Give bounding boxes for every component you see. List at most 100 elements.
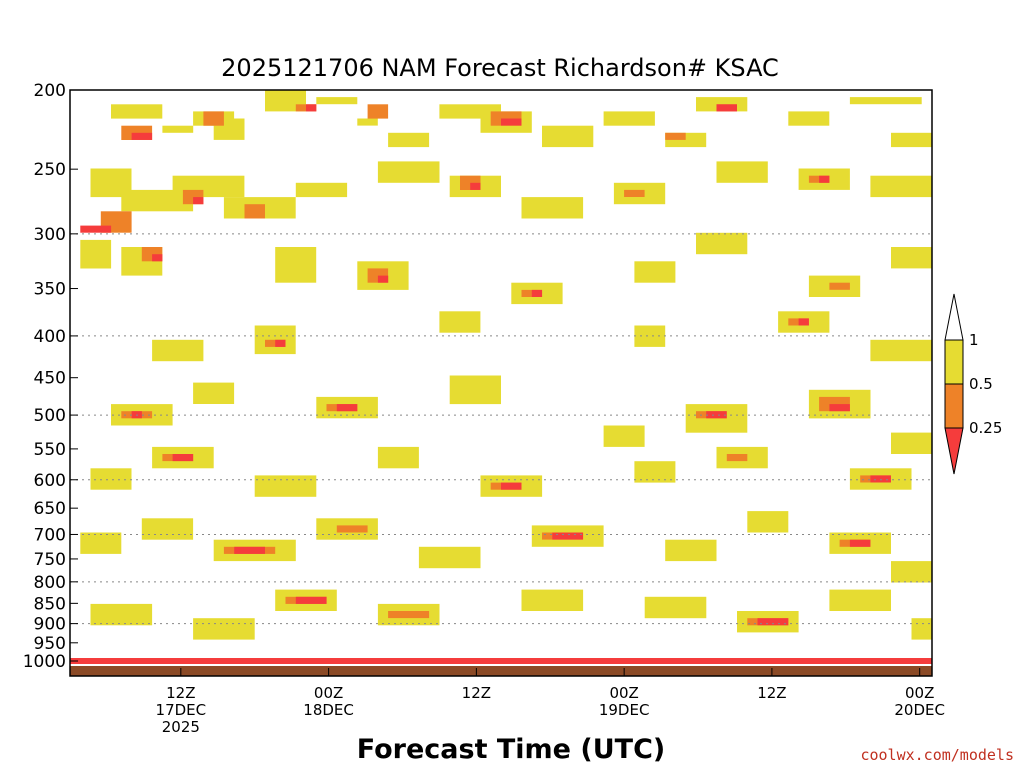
ri-cell — [829, 589, 891, 611]
x-tick-label: 12Z — [462, 684, 491, 702]
ri-cell — [542, 125, 594, 148]
ri-cell — [501, 482, 522, 490]
ri-cell — [829, 404, 850, 412]
ri-cell — [306, 104, 317, 112]
ri-cell — [552, 532, 584, 540]
richardson-cells — [70, 90, 932, 664]
ri-cell — [665, 539, 717, 562]
ri-cell — [193, 197, 204, 205]
ri-cell — [521, 289, 542, 297]
y-tick-label: 900 — [34, 615, 66, 635]
ri-cell — [234, 546, 265, 554]
ri-cell — [275, 339, 286, 347]
ri-cell — [80, 225, 112, 233]
ri-cell — [193, 618, 255, 640]
ri-cell — [726, 454, 748, 462]
ri-cell — [634, 325, 666, 347]
x-tick-label: 00Z — [609, 684, 638, 702]
ri-cell — [141, 518, 194, 540]
ri-cell — [470, 182, 481, 190]
ri-cell — [891, 247, 932, 269]
ri-cell — [829, 282, 850, 290]
ri-cell — [716, 104, 737, 112]
colorbar-tick-label: 0.25 — [969, 419, 1002, 437]
ri-cell — [418, 546, 481, 569]
ri-cell — [521, 197, 584, 219]
ri-cell — [254, 475, 317, 497]
ri-cell — [870, 175, 932, 198]
x-axis-label: Forecast Time (UTC) — [357, 734, 665, 765]
ri-cell — [80, 532, 122, 554]
ri-cell — [665, 132, 686, 140]
ri-cell — [70, 658, 932, 664]
ri-cell — [747, 511, 789, 533]
ri-cell — [788, 111, 830, 126]
ri-cell — [521, 589, 584, 611]
y-tick-label: 1000 — [23, 652, 66, 672]
ri-cell — [90, 603, 153, 626]
ri-cell — [80, 239, 112, 269]
ri-cell — [316, 97, 358, 105]
y-tick-label: 850 — [34, 594, 66, 614]
ri-cell — [634, 261, 676, 283]
ri-cell — [377, 446, 419, 469]
ri-cell — [388, 132, 430, 148]
ri-cell — [501, 118, 522, 126]
chart-title: 2025121706 NAM Forecast Richardson# KSAC — [221, 54, 779, 82]
ri-cell — [193, 382, 235, 404]
ri-cell — [295, 596, 327, 604]
ground-strip — [70, 666, 932, 676]
ri-cell — [90, 468, 132, 490]
ri-cell — [706, 411, 727, 419]
ri-cell — [798, 318, 809, 326]
y-axis: 200 250 300 350 400 450 500 550 600 650 700 750 8008… — [23, 81, 78, 672]
x-tick-label: 00Z — [905, 684, 934, 702]
colorbar: 1 0.5 0.25 — [944, 293, 1002, 475]
ri-cell — [439, 311, 481, 333]
y-tick-label: 650 — [34, 499, 66, 519]
y-tick-label: 250 — [34, 160, 66, 180]
ri-cell — [870, 475, 891, 483]
y-tick-label: 950 — [34, 634, 66, 654]
plot-area — [69, 89, 933, 677]
colorbar-tick-label: 1 — [969, 331, 979, 349]
x-tick-label: 18DEC — [303, 701, 354, 719]
ri-cell — [644, 596, 707, 619]
ri-cell — [449, 375, 501, 405]
ri-cell — [891, 561, 932, 583]
ri-cell — [336, 525, 368, 533]
y-tick-label: 600 — [34, 471, 66, 491]
y-tick-label: 350 — [34, 280, 66, 300]
y-tick-label: 300 — [34, 225, 66, 245]
ri-cell — [819, 175, 830, 183]
x-tick-label: 20DEC — [894, 701, 945, 719]
x-tick-label: 17DEC — [156, 701, 207, 719]
x-tick-label: 12Z — [166, 684, 195, 702]
ri-cell — [162, 125, 194, 133]
x-tick-label: 12Z — [757, 684, 786, 702]
ri-cell — [634, 461, 676, 483]
ri-cell — [377, 161, 440, 183]
y-tick-label: 700 — [34, 525, 66, 545]
ri-cell — [203, 111, 224, 126]
x-tick-label: 00Z — [314, 684, 343, 702]
y-tick-label: 500 — [34, 406, 66, 426]
x-tick-label: 2025 — [162, 718, 200, 736]
y-tick-label: 550 — [34, 440, 66, 460]
ri-cell — [757, 618, 789, 626]
ri-cell — [716, 161, 768, 183]
ri-cell — [685, 404, 748, 433]
colorbar-0-5-to-1 — [944, 339, 964, 385]
ri-cell — [388, 611, 430, 619]
ri-cell — [367, 104, 389, 119]
ri-cell — [624, 189, 645, 197]
ri-cell — [377, 275, 389, 283]
y-tick-label: 200 — [34, 81, 66, 101]
ri-cell — [152, 254, 163, 262]
ri-cell — [131, 132, 153, 140]
ri-cell — [603, 111, 655, 126]
plot-frame — [69, 89, 933, 677]
ri-cell — [911, 618, 932, 640]
